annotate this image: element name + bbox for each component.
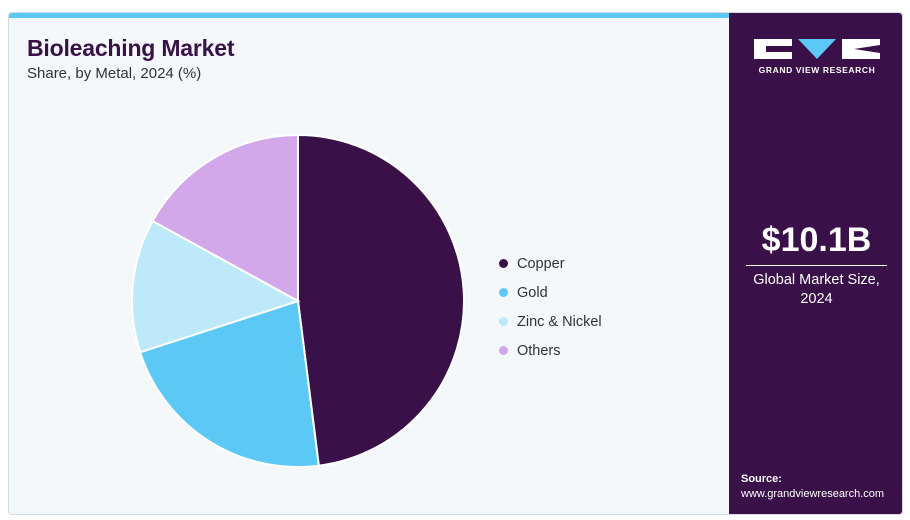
legend-item: Gold — [499, 278, 602, 307]
legend-item: Copper — [499, 249, 602, 278]
pie-slice-zinc-nickel — [130, 219, 301, 354]
legend-label: Gold — [517, 284, 548, 301]
legend-swatch — [499, 317, 508, 326]
legend-label: Others — [517, 342, 561, 359]
sidebar-panel: GRAND VIEW RESEARCH $10.1B Global Market… — [729, 13, 902, 514]
chart-subtitle: Share, by Metal, 2024 (%) — [27, 65, 202, 82]
source-label: Source: — [741, 473, 782, 485]
market-size-label-line2: 2024 — [800, 291, 833, 307]
divider — [746, 265, 887, 266]
chart-title: Bioleaching Market — [27, 35, 235, 61]
legend-item: Others — [499, 336, 602, 365]
source-url: www.grandviewresearch.com — [741, 488, 885, 500]
pie-slice-copper — [297, 133, 465, 467]
pie-chart — [130, 133, 465, 468]
chart-legend: Copper Gold Zinc & Nickel Others — [499, 249, 602, 365]
legend-item: Zinc & Nickel — [499, 307, 602, 336]
legend-swatch — [499, 346, 508, 355]
market-size-label: Global Market Size, 2024 — [729, 271, 902, 309]
legend-swatch — [499, 259, 508, 268]
pie-slice-others — [151, 133, 299, 303]
brand-name: GRAND VIEW RESEARCH — [758, 65, 876, 75]
market-size-label-line1: Global Market Size, — [753, 272, 880, 288]
accent-bar — [9, 13, 729, 18]
chart-card: Bioleaching Market Share, by Metal, 2024… — [8, 12, 903, 515]
legend-swatch — [499, 288, 508, 297]
legend-label: Copper — [517, 255, 565, 272]
brand-logo: GRAND VIEW RESEARCH — [754, 37, 880, 75]
brand-logo-icon — [754, 39, 880, 59]
pie-slice-gold — [138, 299, 320, 468]
legend-label: Zinc & Nickel — [517, 313, 602, 330]
market-size-value: $10.1B — [761, 221, 872, 259]
